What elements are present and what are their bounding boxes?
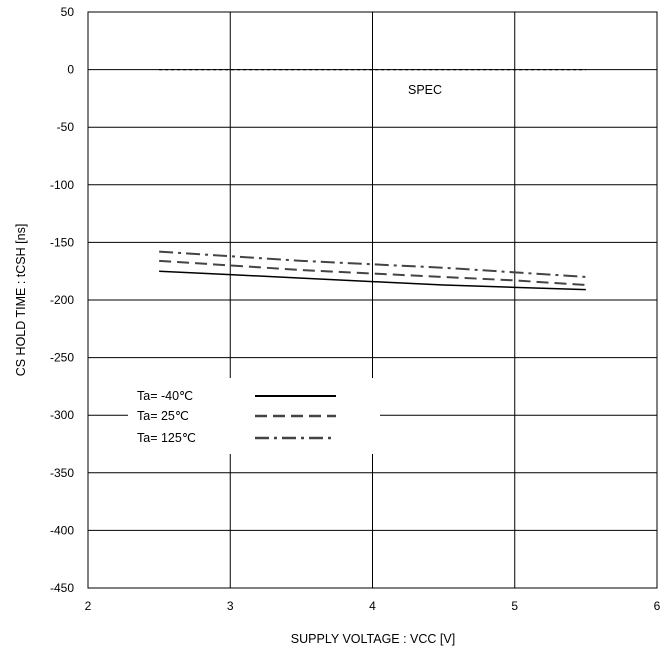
legend-label-1: Ta= -40℃ — [137, 389, 193, 403]
y-tick-label: -150 — [50, 235, 74, 249]
y-tick-label: 0 — [67, 63, 74, 77]
x-tick-label: 2 — [85, 599, 92, 613]
legend: Ta= -40℃ Ta= 25℃ Ta= 125℃ — [137, 389, 336, 445]
y-tick-label: -350 — [50, 466, 74, 480]
plot-frame — [87, 11, 658, 589]
y-tick-label: -400 — [50, 523, 74, 537]
y-axis-title: CS HOLD TIME : tCSH [ns] — [14, 224, 28, 377]
x-tick-label: 6 — [654, 599, 661, 613]
x-axis-title: SUPPLY VOLTAGE : VCC [V] — [291, 632, 455, 646]
x-tick-label: 5 — [511, 599, 518, 613]
series-line-3 — [159, 250, 586, 278]
y-tick-label: -50 — [57, 120, 75, 134]
y-tick-label: -200 — [50, 293, 74, 307]
spec-label: SPEC — [408, 83, 442, 97]
legend-label-3: Ta= 125℃ — [137, 431, 196, 445]
y-tick-label: 50 — [61, 5, 75, 19]
legend-box — [128, 378, 380, 454]
y-tick-label: -450 — [50, 581, 74, 595]
series-line-1 — [159, 270, 586, 291]
x-tick-label: 4 — [369, 599, 376, 613]
grid — [88, 12, 657, 588]
y-tick-label: -300 — [50, 408, 74, 422]
axis-ticks: 50 0 -50 -100 -150 -200 -250 -300 -350 -400 -450 2 3… — [50, 5, 661, 613]
x-tick-label: 3 — [227, 599, 234, 613]
series-layer — [159, 68, 586, 291]
y-tick-label: -100 — [50, 178, 74, 192]
y-tick-label: -250 — [50, 351, 74, 365]
legend-label-2: Ta= 25℃ — [137, 409, 189, 423]
